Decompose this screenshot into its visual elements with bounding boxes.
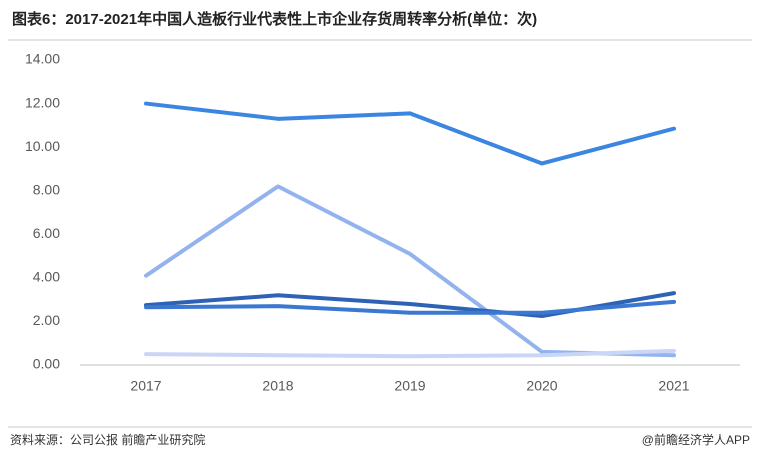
y-tick-label: 2.00 xyxy=(33,312,60,328)
x-tick-label: 2019 xyxy=(394,378,425,394)
y-tick-label: 6.00 xyxy=(33,225,60,241)
series-line xyxy=(144,299,676,315)
x-tick-label: 2021 xyxy=(658,378,689,394)
y-tick-label: 12.00 xyxy=(25,94,60,110)
x-tick-label: 2017 xyxy=(130,378,161,394)
x-tick-label: 2020 xyxy=(526,378,557,394)
y-tick-label: 0.00 xyxy=(33,356,60,372)
source-note: 资料来源：公司公报 前瞻产业研究院 xyxy=(10,432,205,447)
series-line xyxy=(144,101,676,166)
series-line xyxy=(144,348,676,359)
y-tick-label: 8.00 xyxy=(33,181,60,197)
series-line xyxy=(144,184,676,358)
y-tick-label: 10.00 xyxy=(25,138,60,154)
y-tick-label: 14.00 xyxy=(25,51,60,67)
y-tick-label: 4.00 xyxy=(33,269,60,285)
brand-note: @前瞻经济学人APP xyxy=(642,432,750,447)
x-tick-label: 2018 xyxy=(262,378,293,394)
chart-title: 图表6：2017-2021年中国人造板行业代表性上市企业存货周转率分析(单位：次… xyxy=(12,10,537,28)
